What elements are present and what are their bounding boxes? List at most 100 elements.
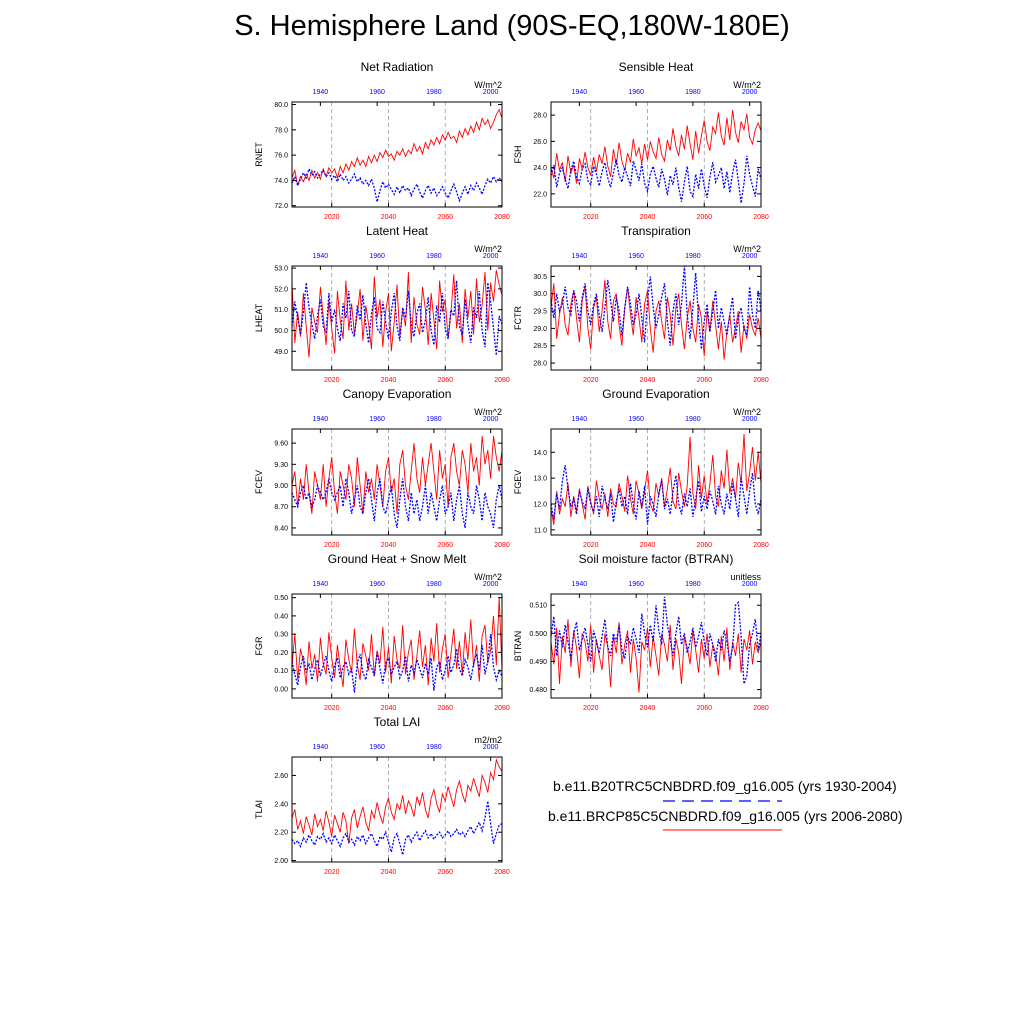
panel-fctr: Transpiration W/m^2 FCTR 28.0 28.5 29.0 29.5 30… (513, 224, 769, 384)
x-bottom-tick-label: 2060 (437, 214, 453, 221)
legend-entry-historical: b.e11.B20TRC5CNBDRD.f09_g16.005 (yrs 193… (553, 778, 897, 794)
series-line-historical (550, 596, 762, 685)
x-bottom-tick-label: 2080 (494, 705, 510, 712)
x-bottom-tick-label: 2080 (494, 542, 510, 549)
panels-group: Net Radiation W/m^2 RNET 72.0 74.0 76.0 78.0 80… (254, 60, 769, 876)
panel-fcev: Canopy Evaporation W/m^2 FCEV 8.40 8.70 9.00 9… (254, 387, 510, 549)
y-tick-label: 29.0 (533, 326, 547, 333)
y-tick-label: 50.0 (274, 328, 288, 335)
y-tick-label: 12.0 (533, 501, 547, 508)
y-tick-label: 28.0 (533, 361, 547, 368)
y-tick-label: 2.60 (274, 773, 288, 780)
y-tick-label: 0.40 (274, 613, 288, 620)
y-tick-label: 76.0 (274, 153, 288, 160)
y-tick-label: 78.0 (274, 127, 288, 134)
y-tick-label: 28.5 (533, 343, 547, 350)
x-top-tick-label: 1960 (628, 416, 644, 423)
y-tick-label: 2.40 (274, 801, 288, 808)
x-bottom-tick-label: 2020 (583, 377, 599, 384)
x-top-tick-label: 1940 (313, 744, 329, 751)
units-label: W/m^2 (733, 407, 761, 417)
series-line-historical (550, 155, 762, 204)
panel-fsh: Sensible Heat W/m^2 FSH 22.0 24.0 26.0 28.0 202… (513, 60, 769, 221)
y-tick-label: 0.500 (529, 631, 547, 638)
x-bottom-tick-label: 2020 (324, 705, 340, 712)
x-bottom-tick-label: 2020 (583, 542, 599, 549)
y-tick-label: 8.40 (274, 525, 288, 532)
y-tick-label: 0.490 (529, 659, 547, 666)
y-tick-label: 0.50 (274, 595, 288, 602)
x-bottom-tick-label: 2020 (324, 214, 340, 221)
x-bottom-tick-label: 2080 (753, 705, 769, 712)
series-line-historical (291, 800, 503, 856)
x-top-tick-label: 1960 (369, 416, 385, 423)
units-label: W/m^2 (474, 244, 502, 254)
x-bottom-tick-label: 2060 (696, 214, 712, 221)
x-top-tick-label: 1980 (426, 744, 442, 751)
legend-entry-rcp85: b.e11.BRCP85C5CNBDRD.f09_g16.005 (yrs 20… (548, 808, 903, 824)
panel-title: Ground Evaporation (602, 387, 709, 401)
y-axis-label: FGR (254, 636, 264, 655)
series-line-rcp85 (291, 758, 503, 844)
series-line-rcp85 (550, 434, 762, 525)
x-top-tick-label: 2000 (483, 581, 499, 588)
x-bottom-tick-label: 2040 (381, 705, 397, 712)
x-top-tick-label: 1940 (313, 581, 329, 588)
x-bottom-tick-label: 2040 (381, 542, 397, 549)
x-top-tick-label: 2000 (742, 253, 758, 260)
panel-title: Latent Heat (366, 224, 429, 238)
legend-samples (663, 800, 782, 831)
x-bottom-tick-label: 2040 (640, 214, 656, 221)
x-top-tick-label: 1980 (685, 89, 701, 96)
panel-title: Soil moisture factor (BTRAN) (579, 552, 734, 566)
x-bottom-tick-label: 2080 (753, 542, 769, 549)
x-top-tick-label: 2000 (483, 744, 499, 751)
series-line-rcp85 (291, 597, 503, 688)
x-bottom-tick-label: 2020 (583, 705, 599, 712)
y-tick-label: 24.0 (533, 165, 547, 172)
y-tick-label: 2.00 (274, 858, 288, 865)
x-bottom-tick-label: 2060 (696, 377, 712, 384)
y-axis-label: RNET (254, 142, 264, 167)
y-tick-label: 22.0 (533, 191, 547, 198)
y-tick-label: 0.30 (274, 632, 288, 639)
y-tick-label: 53.0 (274, 266, 288, 273)
units-label: W/m^2 (474, 80, 502, 90)
x-bottom-tick-label: 2040 (381, 869, 397, 876)
x-top-tick-label: 2000 (483, 416, 499, 423)
x-bottom-tick-label: 2020 (583, 214, 599, 221)
x-top-tick-label: 2000 (742, 416, 758, 423)
series-line-historical (291, 167, 503, 203)
plot-frame (550, 428, 762, 536)
x-top-tick-label: 1980 (426, 416, 442, 423)
x-top-tick-label: 1940 (572, 416, 588, 423)
y-tick-label: 9.60 (274, 441, 288, 448)
x-bottom-tick-label: 2020 (324, 869, 340, 876)
x-top-tick-label: 1960 (369, 89, 385, 96)
plot-frame (550, 593, 762, 699)
x-top-tick-label: 1980 (426, 581, 442, 588)
x-top-tick-label: 1980 (426, 89, 442, 96)
series-line-historical (550, 465, 762, 525)
x-bottom-tick-label: 2080 (494, 869, 510, 876)
x-bottom-tick-label: 2040 (381, 377, 397, 384)
x-top-tick-label: 1940 (313, 253, 329, 260)
x-top-tick-label: 1940 (572, 89, 588, 96)
panel-lheat: Latent Heat W/m^2 LHEAT 49.0 50.0 51.0 52.0 53.… (254, 224, 510, 384)
y-tick-label: 9.30 (274, 462, 288, 469)
y-axis-label: BTRAN (513, 631, 523, 662)
y-tick-label: 2.20 (274, 830, 288, 837)
y-axis-label: FCTR (513, 306, 523, 330)
y-tick-label: 8.70 (274, 504, 288, 511)
panel-title: Transpiration (621, 224, 691, 238)
x-top-tick-label: 1940 (572, 581, 588, 588)
series-line-rcp85 (291, 108, 503, 186)
plot-frame (550, 265, 762, 371)
y-tick-label: 52.0 (274, 286, 288, 293)
panel-title: Ground Heat + Snow Melt (328, 552, 467, 566)
x-top-tick-label: 1980 (685, 253, 701, 260)
y-tick-label: 51.0 (274, 307, 288, 314)
panel-title: Canopy Evaporation (343, 387, 452, 401)
y-tick-label: 14.0 (533, 450, 547, 457)
x-top-tick-label: 2000 (742, 89, 758, 96)
